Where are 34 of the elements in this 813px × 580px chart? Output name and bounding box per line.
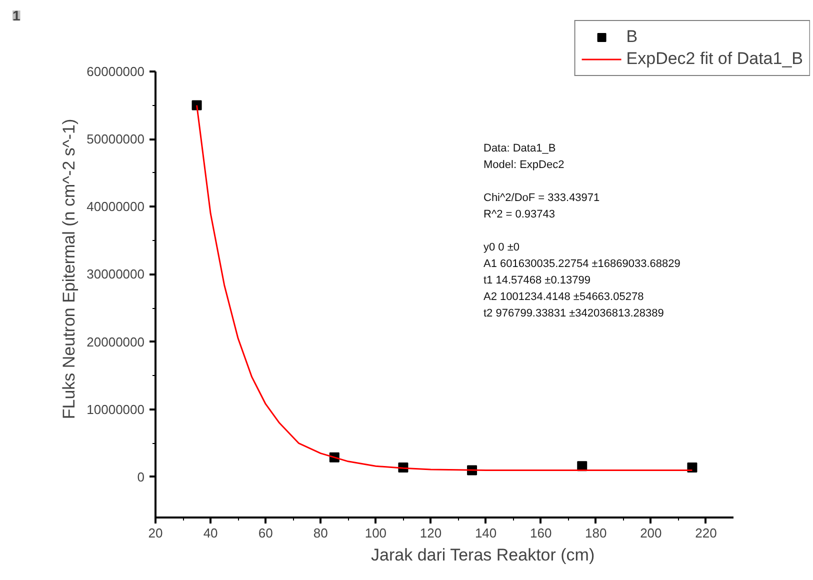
y-tick-label: 60000000	[86, 64, 145, 79]
x-tick-label: 220	[695, 526, 717, 540]
annotation: Data: Data1_B	[484, 142, 556, 154]
annotation: A1 601630035.22754 ±16869033.68829	[484, 258, 680, 270]
y-tick-label: 30000000	[86, 266, 145, 282]
x-tick-label: 140	[474, 526, 497, 540]
y-axis-title: FLuks Neutron Epitermal (n cm^-2 s^-1)	[60, 118, 79, 420]
y-tick-label: 50000000	[86, 132, 145, 147]
annotation: A2 1001234.4148 ±54663.05278	[484, 291, 644, 303]
x-axis-title: Jarak dari Teras Reaktor (cm)	[371, 546, 595, 564]
x-tick-label: 20	[148, 526, 163, 540]
legend-label: B	[626, 27, 639, 47]
annotation: R^2 = 0.93743	[484, 208, 556, 220]
annotation: Chi^2/DoF = 333.43971	[484, 192, 600, 204]
text: 1	[12, 8, 20, 24]
legend-label: ExpDec2 fit of Data1_B	[626, 49, 803, 69]
annotation: t1 14.57468 ±0.13799	[484, 274, 590, 286]
x-tick-label: 60	[258, 526, 273, 540]
y-tick-label: 10000000	[86, 402, 145, 417]
x-tick-label: 160	[530, 526, 552, 540]
x-tick-label: 100	[364, 526, 387, 540]
y-tick-label: 0	[137, 469, 145, 484]
x-tick-label: 40	[203, 526, 218, 540]
y-tick-label: 40000000	[86, 199, 145, 214]
annotation: y0 0 ±0	[484, 242, 520, 254]
annotation: Model: ExpDec2	[484, 159, 564, 171]
x-tick-label: 200	[640, 526, 662, 540]
point	[192, 100, 202, 110]
annotation: t2 976799.33831 ±342036813.28389	[484, 308, 664, 320]
x-tick-label: 180	[585, 526, 607, 540]
point	[687, 462, 698, 472]
x-tick-label: 120	[420, 526, 442, 540]
y-tick-label: 20000000	[86, 334, 145, 350]
x-tick-label: 80	[313, 526, 328, 540]
